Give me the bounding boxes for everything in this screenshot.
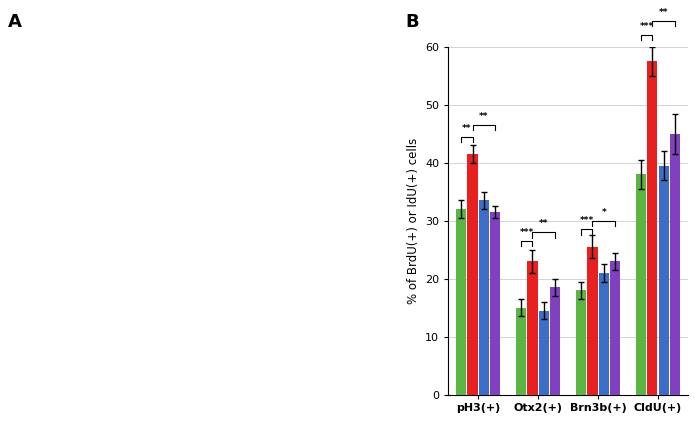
Bar xyxy=(647,61,657,395)
Text: ***: *** xyxy=(580,216,594,225)
Bar xyxy=(516,308,526,395)
Text: *: * xyxy=(601,208,606,217)
Bar xyxy=(587,247,598,395)
Bar xyxy=(456,209,466,395)
Text: **: ** xyxy=(539,219,548,228)
Bar xyxy=(670,134,680,395)
Text: A: A xyxy=(8,13,22,31)
Text: **: ** xyxy=(462,124,472,132)
Text: ***: *** xyxy=(520,228,534,237)
Text: ***: *** xyxy=(639,22,654,31)
Y-axis label: % of BrdU(+) or IdU(+) cells: % of BrdU(+) or IdU(+) cells xyxy=(407,138,420,304)
Text: **: ** xyxy=(659,8,669,17)
Bar xyxy=(610,261,621,395)
Bar xyxy=(550,288,560,395)
Bar xyxy=(468,154,477,395)
Text: **: ** xyxy=(479,112,489,121)
Bar xyxy=(539,310,549,395)
Bar xyxy=(490,212,500,395)
Bar xyxy=(659,165,669,395)
Bar xyxy=(576,290,586,395)
Text: B: B xyxy=(405,13,419,31)
Bar xyxy=(636,174,646,395)
Bar xyxy=(598,273,609,395)
Bar xyxy=(479,201,489,395)
Bar xyxy=(528,261,538,395)
